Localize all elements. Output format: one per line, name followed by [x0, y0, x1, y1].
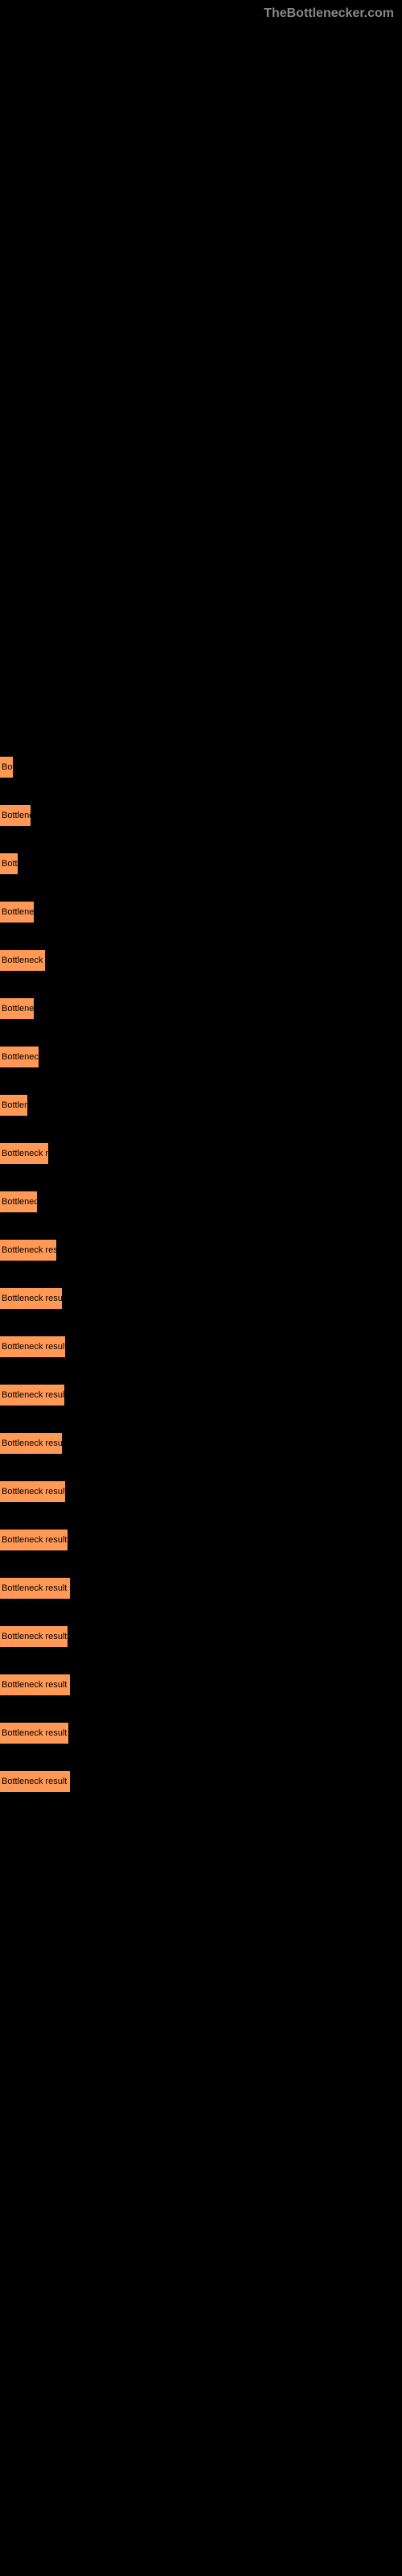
bottleneck-bar: Bottleneck result — [0, 853, 18, 874]
bar-label: Bottleneck result — [2, 1245, 56, 1255]
bar-row: Bottleneck result — [0, 1723, 402, 1744]
bar-label: Bottleneck result — [2, 1390, 64, 1400]
bar-label: Bottleneck result — [2, 1100, 27, 1110]
bar-label: Bottleneck result — [2, 1632, 67, 1641]
bar-row: Bottleneck result — [0, 1530, 402, 1550]
bottleneck-bar: Bottleneck result — [0, 1578, 70, 1599]
bottleneck-bar: Bottleneck result — [0, 1095, 27, 1116]
bar-row: Bottleneck result — [0, 950, 402, 971]
bar-label: Bottleneck result — [2, 1197, 37, 1207]
bottleneck-bar: Bottleneck result — [0, 902, 34, 923]
bar-label: Bottleneck result — [2, 811, 31, 820]
bar-row: Bottleneck result — [0, 1143, 402, 1164]
bar-row: Bottleneck result — [0, 1385, 402, 1406]
bottleneck-bar: Bottleneck result — [0, 950, 45, 971]
bar-row: Bottleneck result — [0, 1336, 402, 1357]
bar-row: Bottleneck result — [0, 805, 402, 826]
bottleneck-bar: Bottleneck result — [0, 1046, 39, 1067]
bar-row: Bottleneck result — [0, 1240, 402, 1261]
bottleneck-bar: Bottleneck result — [0, 1191, 37, 1212]
bottleneck-bar: Bottleneck result — [0, 805, 31, 826]
bottleneck-bar: Bottleneck result — [0, 1626, 68, 1647]
bar-row: Bottleneck result — [0, 1433, 402, 1454]
bar-label: Bottleneck result — [2, 1149, 48, 1158]
bar-label: Bottleneck result — [2, 762, 13, 772]
bar-row: Bottleneck result — [0, 1674, 402, 1695]
bottleneck-bar: Bottleneck result — [0, 1143, 48, 1164]
bar-row: Bottleneck result — [0, 1578, 402, 1599]
bottleneck-bar: Bottleneck result — [0, 1288, 62, 1309]
bottleneck-bar: Bottleneck result — [0, 1674, 70, 1695]
bar-label: Bottleneck result — [2, 1583, 67, 1593]
bottleneck-bar: Bottleneck result — [0, 1433, 62, 1454]
bottleneck-bar: Bottleneck result — [0, 1240, 56, 1261]
bar-label: Bottleneck result — [2, 1728, 67, 1738]
bar-row: Bottleneck result — [0, 853, 402, 874]
bottleneck-bar: Bottleneck result — [0, 757, 13, 778]
bar-label: Bottleneck result — [2, 1535, 67, 1545]
bottleneck-bar: Bottleneck result — [0, 1385, 64, 1406]
bar-label: Bottleneck result — [2, 1004, 34, 1013]
bar-row: Bottleneck result — [0, 1288, 402, 1309]
bar-row: Bottleneck result — [0, 1481, 402, 1502]
bottleneck-bar: Bottleneck result — [0, 1723, 68, 1744]
bar-row: Bottleneck result — [0, 1095, 402, 1116]
bar-row: Bottleneck result — [0, 757, 402, 778]
bottleneck-bar: Bottleneck result — [0, 1530, 68, 1550]
bottleneck-bar: Bottleneck result — [0, 998, 34, 1019]
bar-label: Bottleneck result — [2, 1777, 67, 1786]
bar-label: Bottleneck result — [2, 907, 34, 917]
bar-label: Bottleneck result — [2, 1342, 65, 1352]
bar-label: Bottleneck result — [2, 1439, 62, 1448]
bars-container: Bottleneck result Bottleneck result Bottle… — [0, 0, 402, 1852]
bar-row: Bottleneck result — [0, 998, 402, 1019]
bar-label: Bottleneck result — [2, 859, 18, 869]
bottleneck-bar: Bottleneck result — [0, 1336, 65, 1357]
bar-row: Bottleneck result — [0, 1626, 402, 1647]
bar-label: Bottleneck result — [2, 956, 45, 965]
bar-row: Bottleneck result — [0, 1046, 402, 1067]
bar-row: Bottleneck result — [0, 902, 402, 923]
bar-label: Bottleneck result — [2, 1052, 39, 1062]
bar-row: Bottleneck result — [0, 1191, 402, 1212]
bottleneck-bar: Bottleneck result — [0, 1481, 65, 1502]
bar-label: Bottleneck result — [2, 1487, 65, 1496]
bar-label: Bottleneck result — [2, 1294, 62, 1303]
watermark-text: TheBottlenecker.com — [264, 6, 394, 21]
bottleneck-bar: Bottleneck result — [0, 1771, 70, 1792]
bar-label: Bottleneck result — [2, 1680, 67, 1690]
bar-row: Bottleneck result — [0, 1771, 402, 1792]
